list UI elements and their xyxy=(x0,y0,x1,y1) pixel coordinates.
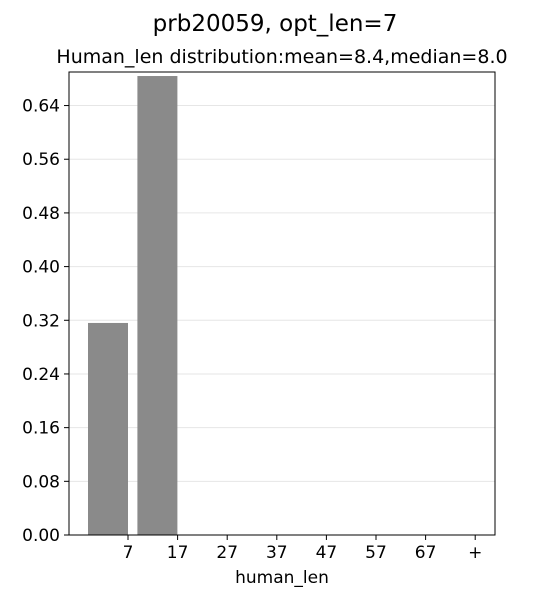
x-tick-label: 57 xyxy=(365,543,387,563)
y-tick-label: 0.08 xyxy=(22,472,60,492)
x-tick-label: 7 xyxy=(123,543,134,563)
x-tick-label: 17 xyxy=(167,543,189,563)
y-tick-label: 0.24 xyxy=(22,365,60,385)
chart-title: Human_len distribution:mean=8.4,median=8… xyxy=(56,46,507,68)
y-tick-label: 0.56 xyxy=(22,150,60,170)
y-tick-label: 0.00 xyxy=(22,526,60,546)
y-tick-label: 0.32 xyxy=(22,311,60,331)
bars xyxy=(88,76,178,535)
x-tick-label: 47 xyxy=(316,543,338,563)
x-tick-label: 27 xyxy=(216,543,238,563)
y-tick-label: 0.40 xyxy=(22,258,60,278)
chart-suptitle: prb20059, opt_len=7 xyxy=(153,11,398,37)
grid-lines xyxy=(69,105,495,482)
x-tick-label: + xyxy=(468,543,482,563)
bar xyxy=(137,76,178,535)
y-axis-ticks: 0.00 0.08 0.16 0.24 0.32 0.40 0.48 0.56 0.64 xyxy=(22,97,69,546)
y-tick-label: 0.16 xyxy=(22,419,60,439)
y-tick-label: 0.64 xyxy=(22,97,60,117)
x-axis-label: human_len xyxy=(235,568,329,588)
y-tick-label: 0.48 xyxy=(22,204,60,224)
plot-frame xyxy=(68,71,496,536)
x-tick-label: 37 xyxy=(266,543,288,563)
x-axis-ticks: 7 17 27 37 47 57 67 + xyxy=(123,535,482,563)
bar xyxy=(88,322,128,535)
x-tick-label: 67 xyxy=(415,543,437,563)
